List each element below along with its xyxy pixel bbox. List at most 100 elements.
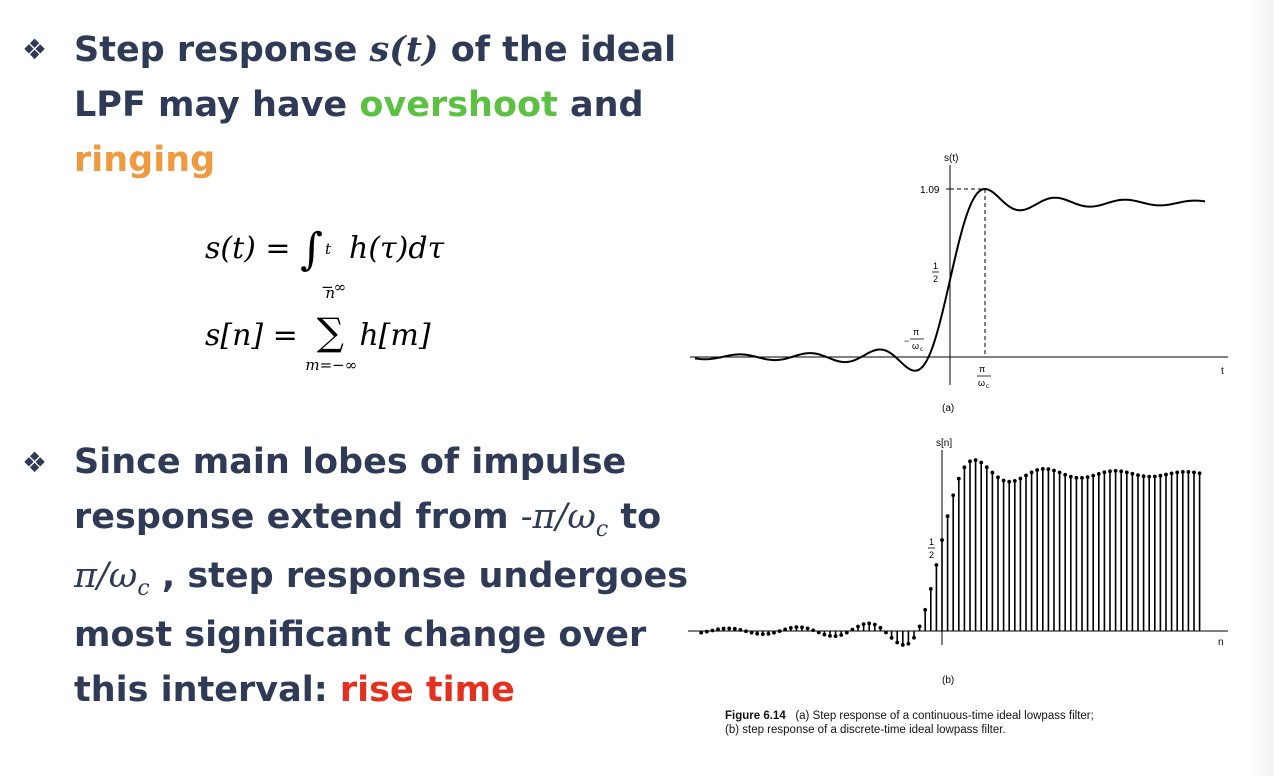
- symbol-s-t: s(t): [369, 29, 439, 70]
- svg-text:2: 2: [933, 274, 938, 284]
- stem-dot: [979, 460, 984, 465]
- eq-rhs: h(τ)dτ: [349, 231, 445, 266]
- stem-dot: [710, 628, 715, 633]
- ringing-highlight: ringing: [74, 140, 216, 180]
- stem-dot: [828, 634, 832, 638]
- stem-dot: [727, 626, 732, 631]
- stem-dot: [934, 563, 939, 567]
- stem-dot: [1124, 470, 1129, 475]
- stem-dot: [1147, 474, 1152, 479]
- stem-dot: [1074, 475, 1079, 480]
- stem-dot: [1068, 474, 1073, 479]
- svg-text:ω: ω: [978, 378, 985, 388]
- diamond-bullet-icon: ❖: [22, 446, 48, 479]
- svg-text:c: c: [920, 347, 923, 353]
- plot-a-xlabel: t: [1221, 366, 1224, 377]
- stem-dot: [984, 465, 989, 470]
- stem-dot: [928, 586, 933, 591]
- stem-dot: [996, 475, 1000, 480]
- step-response-curve: [694, 187, 1206, 372]
- caption-line1: (a) Step response of a continuous-time i…: [795, 710, 1094, 722]
- text: to: [608, 497, 662, 537]
- stem-dot: [1029, 470, 1034, 475]
- step-response-stems: [699, 458, 1202, 647]
- stem-dot: [1085, 475, 1090, 480]
- stem-dot: [811, 628, 816, 633]
- svg-text:c: c: [986, 384, 989, 390]
- stem-dot: [867, 621, 872, 626]
- equation-discrete-step: s[n] = n ∑ m=−∞ h[m]: [205, 284, 431, 374]
- stem-dot: [850, 627, 855, 632]
- stem-dot: [906, 641, 911, 646]
- stem-dot: [889, 635, 894, 640]
- stem-dot: [895, 640, 900, 645]
- text: of the ideal: [438, 30, 677, 70]
- plot-a-tag: (a): [942, 403, 954, 414]
- sum-upper: n: [325, 284, 336, 302]
- stem-dot: [1080, 476, 1084, 480]
- stem-dot: [1141, 474, 1146, 479]
- plot-b-tag: (b): [942, 675, 954, 686]
- stem-dot: [940, 538, 944, 542]
- text: Step response: [74, 30, 370, 70]
- stem-dot: [1108, 469, 1112, 474]
- stem-dot: [1007, 479, 1012, 484]
- integral-upper: t: [325, 240, 332, 258]
- stem-dot: [1102, 470, 1107, 475]
- stem-dot: [1197, 471, 1202, 476]
- plot-a-ylabel: s(t): [944, 153, 958, 164]
- caption-head: Figure 6.14: [725, 710, 786, 722]
- stem-dot: [805, 626, 810, 631]
- stem-dot: [1186, 469, 1191, 474]
- stem-dot: [1024, 473, 1028, 478]
- stem-dot: [1052, 468, 1056, 473]
- stem-dot: [1040, 467, 1045, 471]
- peak-label: 1.09: [920, 185, 940, 196]
- integral-icon: ∫: [300, 224, 324, 275]
- stem-dot: [744, 629, 748, 634]
- svg-text:ω: ω: [912, 341, 919, 351]
- stem-dot: [878, 625, 883, 630]
- stem-dot: [772, 630, 776, 635]
- plot-a-continuous: s(t) 1.09 1 2 − π ω c π ω c t (a): [690, 153, 1228, 414]
- stem-dot: [1057, 470, 1062, 475]
- stem-dot: [962, 465, 967, 470]
- stem-dot: [1180, 469, 1185, 474]
- stem-dot: [1046, 467, 1051, 472]
- eq-lhs: s(t) =: [205, 231, 301, 266]
- text: , step response undergoes: [149, 556, 689, 596]
- bullet-rise-time: ❖ Since main lobes of impulse response e…: [22, 435, 688, 718]
- stem-dot: [1192, 470, 1196, 475]
- stem-dot: [900, 643, 905, 647]
- stem-dot: [1152, 474, 1157, 479]
- stem-dot: [788, 626, 793, 630]
- stem-dot: [1018, 476, 1023, 481]
- integral-lower: −∞: [321, 278, 347, 296]
- half-label-b: 1 2: [928, 537, 935, 560]
- stem-dot: [990, 470, 995, 475]
- plot-b-ylabel: s[n]: [936, 438, 952, 449]
- stem-dot: [973, 458, 978, 462]
- text: Since main lobes of impulse: [74, 442, 627, 482]
- stem-dot: [1091, 473, 1096, 478]
- step-response-figure: s(t) 1.09 1 2 − π ω c π ω c t (a) s[n] 1: [688, 153, 1228, 686]
- stem-dot: [800, 625, 804, 630]
- stem-dot: [699, 630, 704, 635]
- stem-dot: [839, 633, 844, 637]
- stem-dot: [1119, 469, 1124, 474]
- stem-dot: [968, 459, 972, 464]
- stem-dot: [912, 635, 916, 640]
- stem-dot: [872, 622, 877, 627]
- svg-text:1: 1: [933, 261, 938, 271]
- diamond-bullet-icon: ❖: [22, 33, 48, 66]
- stem-dot: [783, 627, 788, 632]
- stem-dot: [749, 630, 754, 635]
- rise-time-highlight: rise time: [339, 670, 515, 710]
- stem-dot: [844, 630, 849, 635]
- stem-dot: [951, 493, 956, 498]
- stem-dot: [1012, 478, 1017, 483]
- plot-b-xlabel: n: [1218, 637, 1224, 648]
- text: response extend from: [74, 497, 521, 537]
- stem-dot: [816, 630, 821, 635]
- eq-rhs: h[m]: [359, 318, 431, 353]
